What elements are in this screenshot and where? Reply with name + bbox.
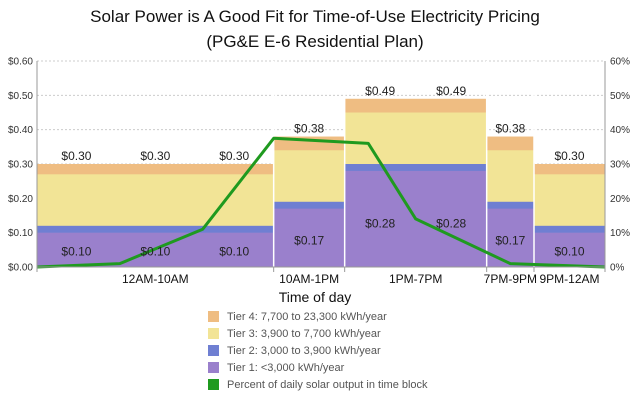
y2-tick-label: 20% bbox=[610, 194, 630, 205]
solar-output-line-layer bbox=[36, 136, 606, 269]
bars bbox=[37, 61, 605, 268]
y-tick-label: $0.50 bbox=[8, 91, 33, 102]
bar-segment bbox=[273, 208, 345, 267]
tier4-data-label: $0.30 bbox=[140, 149, 170, 163]
legend-swatch bbox=[208, 311, 219, 322]
legend-label: Tier 4: 7,700 to 23,300 kWh/year bbox=[227, 311, 387, 323]
data-labels: $0.30 $0.10 $0.30 $0.10 $0.30 $0.10 $0.38 $0.17… bbox=[61, 84, 584, 259]
tier1-data-label: $0.17 bbox=[294, 234, 324, 248]
legend-swatch bbox=[208, 328, 219, 339]
y-tick-label: $0.00 bbox=[8, 263, 33, 274]
y2-tick-label: 30% bbox=[610, 160, 630, 171]
legend-swatch bbox=[208, 345, 219, 356]
legend-label: Percent of daily solar output in time bl… bbox=[227, 379, 428, 391]
legend-swatch bbox=[208, 362, 219, 373]
tier4-data-label: $0.49 bbox=[365, 84, 395, 98]
legend-swatch bbox=[208, 379, 219, 390]
solar-output-line bbox=[36, 136, 606, 269]
tier4-data-label: $0.30 bbox=[219, 149, 249, 163]
y-tick-label: $0.10 bbox=[8, 228, 33, 239]
legend-label: Tier 1: <3,000 kWh/year bbox=[227, 362, 345, 374]
y-tick-label: $0.40 bbox=[8, 125, 33, 136]
axes: $0.00 $0.10 $0.20 $0.30 $0.40 $0.50 $0.60 0% 10%… bbox=[8, 57, 630, 287]
y-tick-label: $0.60 bbox=[8, 57, 33, 68]
tier1-data-label: $0.17 bbox=[495, 234, 525, 248]
tier1-data-label: $0.28 bbox=[436, 217, 466, 231]
y2-tick-label: 40% bbox=[610, 125, 630, 136]
x-tick-label: 10AM-1PM bbox=[279, 272, 339, 286]
tier1-data-label: $0.10 bbox=[554, 245, 584, 259]
y2-tick-label: 60% bbox=[610, 57, 630, 68]
tier1-data-label: $0.10 bbox=[219, 245, 249, 259]
tier4-data-label: $0.30 bbox=[554, 149, 584, 163]
x-tick-label: 9PM-12AM bbox=[539, 272, 599, 286]
x-tick-label: 12AM-10AM bbox=[122, 272, 189, 286]
chart-title: Solar Power is A Good Fit for Time-of-Us… bbox=[90, 7, 540, 26]
legend-label: Tier 2: 3,000 to 3,900 kWh/year bbox=[227, 345, 381, 357]
y2-tick-label: 10% bbox=[610, 228, 630, 239]
y-tick-label: $0.20 bbox=[8, 194, 33, 205]
tier4-data-label: $0.38 bbox=[294, 122, 324, 136]
tier4-data-label: $0.30 bbox=[61, 149, 91, 163]
legend: Tier 4: 7,700 to 23,300 kWh/year Tier 3: … bbox=[208, 311, 428, 391]
y2-tick-label: 50% bbox=[610, 91, 630, 102]
tier1-data-label: $0.10 bbox=[61, 245, 91, 259]
legend-label: Tier 3: 3,900 to 7,700 kWh/year bbox=[227, 328, 381, 340]
tier4-data-label: $0.38 bbox=[495, 122, 525, 136]
y2-tick-label: 0% bbox=[610, 263, 625, 274]
x-axis-title: Time of day bbox=[279, 289, 352, 305]
x-tick-label: 7PM-9PM bbox=[484, 272, 537, 286]
tier1-data-label: $0.28 bbox=[365, 217, 395, 231]
y-tick-label: $0.30 bbox=[8, 160, 33, 171]
x-tick-label: 1PM-7PM bbox=[389, 272, 442, 286]
bar-segment bbox=[534, 232, 605, 267]
tier1-data-label: $0.10 bbox=[140, 245, 170, 259]
chart-subtitle: (PG&E E-6 Residential Plan) bbox=[206, 32, 423, 51]
tier4-data-label: $0.49 bbox=[436, 84, 466, 98]
